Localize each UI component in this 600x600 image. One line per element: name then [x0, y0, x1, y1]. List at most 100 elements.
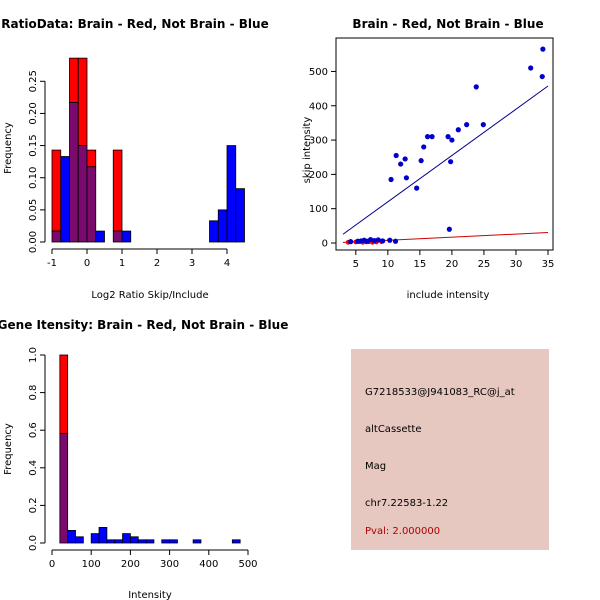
- scatter-x-tick-label: 15: [414, 259, 427, 270]
- ratio-hist-y-tick-label: 0.15: [28, 134, 39, 156]
- ratio-hist-bar-overlap: [112, 230, 123, 243]
- scatter-x-tick-label: 25: [478, 259, 491, 270]
- ratio-hist-bar-overlap: [86, 166, 97, 243]
- not-brain-point: [464, 122, 470, 128]
- gene-hist-y-tick-label: 0.0: [28, 535, 39, 551]
- gene-hist-axes: Gene Itensity: Brain - Red, Not Brain - …: [0, 318, 288, 600]
- ratio-hist-x-tick-label: -1: [47, 258, 57, 269]
- gene-hist-y-tick-label: 0.2: [28, 497, 39, 513]
- gene-hist-bar: [145, 539, 155, 544]
- pval: Pval: 2.000000: [365, 526, 441, 537]
- ratio-hist-bar-overlap: [51, 230, 62, 243]
- ratio-hist-x-tick-label: 1: [119, 258, 125, 269]
- ratio-hist-bar: [60, 156, 70, 243]
- ratio-hist-x-tick-label: 2: [154, 258, 160, 269]
- gene-hist-y-tick-label: 0.4: [28, 460, 39, 476]
- not-brain-point: [480, 122, 486, 128]
- not-brain-point: [418, 158, 424, 164]
- not-brain-point: [446, 226, 452, 232]
- gene-hist-bar: [231, 539, 241, 544]
- gene-hist-bar: [122, 533, 131, 544]
- gene-hist-bar: [192, 539, 202, 544]
- ratio-hist-bar: [69, 57, 79, 103]
- ratio-hist-bar-overlap: [69, 102, 79, 243]
- ratio-hist-bar: [209, 220, 219, 243]
- gene-hist-bar: [75, 536, 84, 544]
- ratio-hist-y-tick-label: 0.00: [28, 231, 39, 253]
- not-brain-point: [392, 238, 399, 244]
- ratio-hist-bar: [95, 230, 105, 243]
- not-brain-point: [371, 237, 377, 244]
- ratio-hist-x-tick-label: 0: [84, 258, 90, 269]
- ratio-hist-x-label: Log2 Ratio Skip/Include: [91, 290, 208, 301]
- ratio-hist-bar: [51, 149, 62, 232]
- scatter-title: Brain - Red, Not Brain - Blue: [352, 17, 543, 31]
- scatter-frame: [335, 37, 554, 251]
- ratio-hist-bar: [226, 145, 237, 243]
- not-brain-point: [448, 159, 454, 165]
- location: chr7.22583-1.22: [365, 498, 449, 509]
- ratio-hist-y-tick-label: 0.20: [28, 102, 39, 124]
- gene-hist-y-tick-label: 1.0: [28, 347, 39, 363]
- not-brain-point: [348, 239, 354, 245]
- ratio-hist-x-tick-label: 3: [189, 258, 195, 269]
- not-brain-point: [393, 152, 399, 159]
- ratio-hist-bar: [217, 209, 228, 243]
- gene-hist-bar: [161, 539, 170, 544]
- gene-hist-bar-overlap: [59, 432, 69, 544]
- not-brain-point: [455, 127, 461, 133]
- scatter-y-label: skip intensity: [302, 117, 313, 184]
- not-brain-point: [445, 134, 451, 140]
- not-brain-point: [398, 161, 404, 167]
- ratio-hist-y-label: Frequency: [3, 122, 14, 174]
- scatter-y-tick-label: 400: [309, 101, 328, 112]
- probe-id: G7218533@J941083_RC@j_at: [365, 387, 515, 398]
- gene-hist-x-tick-label: 100: [82, 559, 101, 570]
- ratio-hist-bar: [86, 149, 97, 168]
- not-brain-point: [421, 144, 427, 150]
- gene-hist-bar: [169, 539, 178, 544]
- gene-hist-bar: [106, 539, 116, 544]
- gene-hist-x-tick-label: 200: [121, 559, 140, 570]
- gene-hist-title: Gene Itensity: Brain - Red, Not Brain - …: [0, 318, 288, 332]
- ratio-hist-bar: [235, 188, 245, 243]
- not-brain-point: [429, 134, 435, 140]
- not-brain-point: [539, 73, 545, 80]
- gene-hist-bar: [129, 536, 139, 544]
- scatter-x-label: include intensity: [407, 290, 490, 301]
- scatter-axes: Brain - Red, Not Brain - Blue 5 10 15 20 25 30…: [302, 17, 554, 301]
- gene-hist-bar: [98, 526, 108, 544]
- gene-hist-x-tick-label: 500: [238, 559, 257, 570]
- not-brain-point: [540, 46, 546, 52]
- ratio-hist-y-tick-label: 0.25: [28, 70, 39, 92]
- not-brain-point: [449, 137, 455, 143]
- scatter-y-tick-label: 0: [322, 239, 328, 250]
- not-brain-point: [388, 176, 394, 183]
- ratio-hist-y-tick-label: 0.10: [28, 167, 39, 189]
- not-brain-point: [375, 237, 381, 243]
- scatter-y-tick-label: 300: [309, 136, 328, 147]
- ratio-hist-bar: [112, 149, 123, 232]
- gene-hist-y-tick-label: 0.8: [28, 385, 39, 401]
- ratio-hist-y-tick-label: 0.05: [28, 199, 39, 221]
- gene-hist-bars: [59, 354, 241, 544]
- not-brain-point: [424, 134, 431, 140]
- scatter-plot: [335, 37, 554, 251]
- not-brain-point: [414, 185, 420, 191]
- not-brain-point: [380, 238, 386, 244]
- ratio-hist-title: RatioData: Brain - Red, Not Brain - Blue: [1, 17, 268, 31]
- scatter-x-tick-label: 35: [542, 259, 555, 270]
- gene-hist-x-label: Intensity: [128, 590, 172, 600]
- gene-hist-bar: [137, 539, 147, 544]
- ratio-hist-bar: [77, 57, 88, 146]
- gene-hist-x-tick-label: 400: [199, 559, 218, 570]
- scatter-x-tick-label: 10: [381, 259, 394, 270]
- scatter-x-tick-label: 20: [446, 259, 459, 270]
- gene-hist-x-tick-label: 0: [49, 559, 55, 570]
- scatter-y-tick-label: 500: [309, 67, 328, 78]
- ratio-hist-bars: [51, 57, 245, 243]
- gene-hist-y-label: Frequency: [3, 423, 14, 475]
- ratio-hist-x-tick-label: 4: [224, 258, 230, 269]
- ratio-hist-bar-overlap: [77, 145, 88, 243]
- scatter-x-tick-label: 30: [510, 259, 523, 270]
